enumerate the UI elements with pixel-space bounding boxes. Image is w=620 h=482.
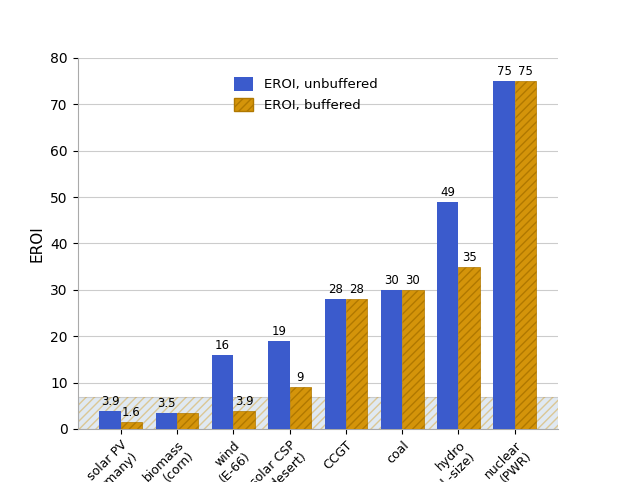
Bar xyxy=(78,397,558,429)
Text: 16: 16 xyxy=(215,339,230,352)
Bar xyxy=(381,290,402,429)
Bar xyxy=(290,387,311,429)
Text: 28: 28 xyxy=(349,283,364,296)
Bar xyxy=(268,341,290,429)
Bar xyxy=(458,267,480,429)
Text: 75: 75 xyxy=(497,65,511,78)
Bar xyxy=(402,290,423,429)
Text: 30: 30 xyxy=(405,274,420,287)
Text: 75: 75 xyxy=(518,65,533,78)
Text: 3.9: 3.9 xyxy=(100,395,119,408)
Text: 3.5: 3.5 xyxy=(157,397,175,410)
Text: 9: 9 xyxy=(296,372,304,385)
Bar xyxy=(212,355,233,429)
Y-axis label: EROI: EROI xyxy=(30,225,45,262)
Text: 1.6: 1.6 xyxy=(122,406,141,419)
Text: 30: 30 xyxy=(384,274,399,287)
Bar xyxy=(437,201,458,429)
Bar xyxy=(324,299,346,429)
Text: 19: 19 xyxy=(272,325,286,338)
Bar xyxy=(177,413,198,429)
Text: 28: 28 xyxy=(328,283,343,296)
Bar xyxy=(494,81,515,429)
Bar xyxy=(156,413,177,429)
Bar xyxy=(99,411,121,429)
Bar xyxy=(121,422,142,429)
Bar xyxy=(78,397,558,429)
Text: 35: 35 xyxy=(462,251,477,264)
Legend: EROI, unbuffered, EROI, buffered: EROI, unbuffered, EROI, buffered xyxy=(228,72,383,118)
Text: 49: 49 xyxy=(440,186,455,199)
Bar xyxy=(515,81,536,429)
Text: 3.9: 3.9 xyxy=(235,395,254,408)
Bar xyxy=(233,411,255,429)
Bar xyxy=(346,299,367,429)
